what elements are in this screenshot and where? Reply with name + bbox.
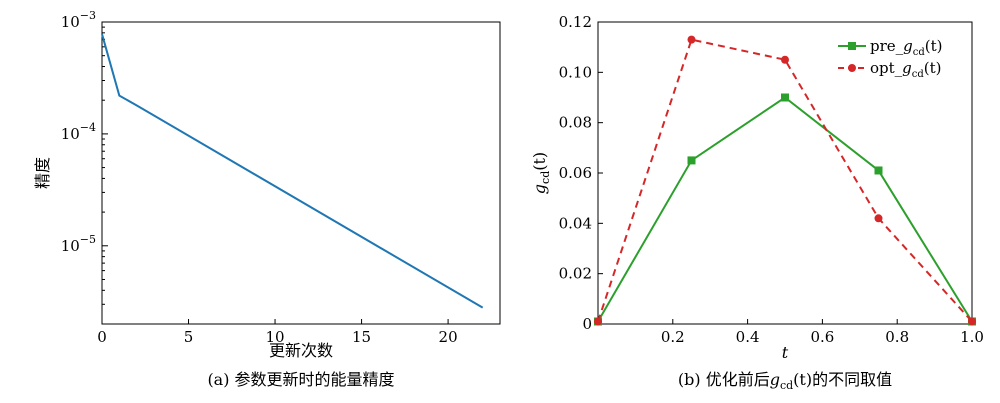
chart-b-point	[874, 166, 883, 175]
chart-a-x-tick-label: 0	[97, 328, 107, 346]
chart-b-y-tick-label: 0	[582, 315, 592, 333]
chart-b-point	[968, 317, 976, 326]
chart-b-y-ticks: 0 0.02 0.04 0.06 0.08 0.10 0.12	[559, 13, 603, 333]
chart-b-x-ticks: 0.2 0.4 0.6 0.8 1.0	[661, 319, 984, 346]
chart-a: 0 5 10 15 20 10−3 10−4 10−5 更新次数 精度 (a) 参数更新时的…	[33, 9, 501, 389]
chart-b-point	[781, 93, 789, 102]
legend-pre-marker	[848, 42, 856, 50]
legend-entry-pre: pre_gcd(t)	[838, 37, 943, 58]
chart-a-x-ticks: 0 5 10 15 20	[97, 319, 458, 346]
legend-opt-label: opt_gcd(t)	[870, 59, 942, 80]
chart-a-series-line	[101, 33, 484, 309]
chart-b-legend: pre_gcd(t) opt_gcd(t)	[838, 37, 943, 80]
chart-b-point	[781, 55, 789, 64]
chart-b-y-tick-label: 0.04	[559, 214, 592, 232]
chart-b-x-tick-label: 0.2	[661, 328, 685, 346]
chart-b-x-label: t	[782, 343, 789, 362]
chart-b-series	[594, 35, 976, 326]
chart-b-y-tick-label: 0.02	[559, 265, 592, 283]
legend-entry-opt: opt_gcd(t)	[838, 59, 942, 80]
chart-b-frame	[597, 21, 973, 325]
chart-a-series	[101, 33, 484, 309]
chart-a-y-tick-label: 10−4	[61, 121, 96, 143]
chart-a-y-ticks: 10−3 10−4 10−5	[61, 9, 108, 325]
chart-b-caption: (b) 优化前后gcd(t)的不同取值	[678, 370, 892, 392]
chart-b-point	[594, 317, 602, 326]
chart-a-x-tick-label: 15	[352, 328, 371, 346]
chart-a-y-tick-label: 10−3	[61, 9, 96, 31]
chart-b-x-tick-label: 1.0	[960, 328, 984, 346]
legend-opt-marker	[848, 64, 856, 72]
chart-b-y-tick-label: 0.12	[559, 13, 592, 31]
chart-b-point	[687, 35, 696, 44]
chart-a-x-tick-label: 10	[265, 328, 284, 346]
chart-a-y-tick-label: 10−5	[61, 233, 96, 255]
chart-b-x-tick-label: 0.4	[736, 328, 760, 346]
legend-pre-label: pre_gcd(t)	[870, 37, 943, 58]
chart-a-frame	[101, 21, 501, 325]
chart-b-series-line-pre	[597, 96, 973, 323]
chart-b-point	[687, 156, 696, 165]
chart-b-series-line-opt	[597, 38, 973, 323]
chart-a-caption: (a) 参数更新时的能量精度	[207, 370, 394, 389]
chart-a-x-tick-label: 20	[439, 328, 458, 346]
chart-b-y-tick-label: 0.08	[559, 114, 592, 132]
chart-b-x-tick-label: 0.6	[810, 328, 834, 346]
chart-b-point	[874, 214, 883, 223]
chart-a-y-label: 精度	[33, 157, 52, 189]
chart-a-x-label: 更新次数	[269, 341, 333, 360]
chart-b-y-tick-label: 0.06	[559, 164, 592, 182]
chart-b-x-tick-label: 0.8	[885, 328, 909, 346]
chart-b-y-label: gcd(t)	[530, 152, 552, 194]
chart-b: 0.2 0.4 0.6 0.8 1.0 0 0.02 0.04 0.06 0.08 0.10 0.1…	[530, 13, 984, 392]
chart-b-y-tick-label: 0.10	[559, 63, 592, 81]
chart-a-x-tick-label: 5	[184, 328, 194, 346]
